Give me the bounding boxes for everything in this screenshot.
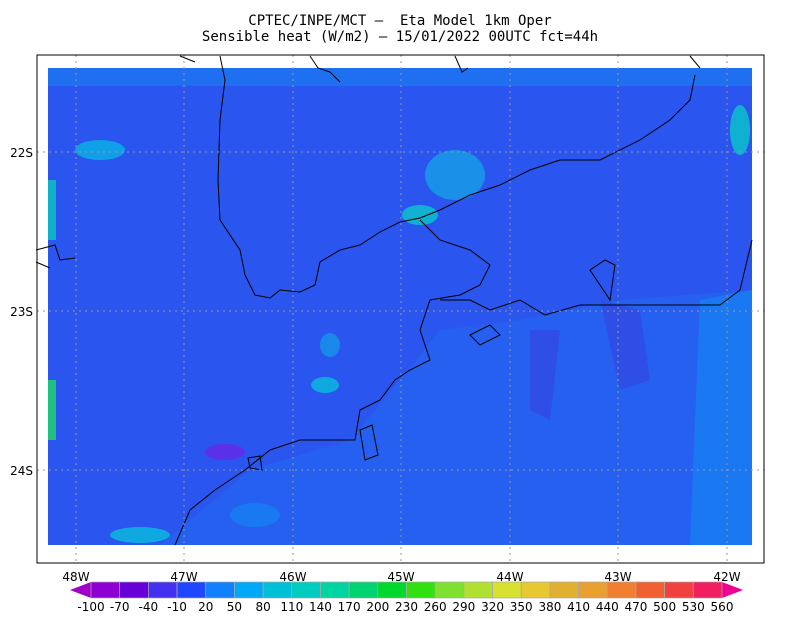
- colorbar-label: 530: [682, 600, 705, 614]
- colorbar-swatch: [492, 581, 522, 599]
- title-line-1: CPTEC/INPE/MCT – Eta Model 1km Oper: [248, 13, 552, 29]
- warm-patch: [402, 205, 438, 225]
- lon-label: 45W: [387, 570, 414, 584]
- sensible-heat-field: [48, 68, 752, 545]
- north-edge-patch: [48, 68, 752, 86]
- colorbar-label: 500: [653, 600, 676, 614]
- colorbar-swatch: [320, 581, 350, 599]
- colorbar-swatch: [664, 581, 694, 599]
- lat-label: 23S: [10, 305, 33, 319]
- ocean-region: [160, 290, 752, 545]
- map-frame: [36, 54, 765, 564]
- lon-label: 48W: [62, 570, 89, 584]
- colorbar-label: 200: [366, 600, 389, 614]
- colorbar-swatch: [348, 581, 379, 599]
- warm-patch: [320, 333, 340, 357]
- colorbar-label: 410: [567, 600, 590, 614]
- island: [469, 324, 501, 346]
- colorbar-swatch: [578, 581, 608, 599]
- border-west: [35, 244, 76, 269]
- colorbar-label: 110: [280, 600, 303, 614]
- colorbar-swatch: [234, 581, 264, 599]
- island: [359, 424, 379, 461]
- axis-labels: 22S 23S 24S 48W 47W 46W 45W 44W 43W 42W: [10, 146, 741, 584]
- lat-label: 24S: [10, 464, 33, 478]
- graticule: [37, 55, 764, 563]
- colorbar-swatch: [406, 581, 436, 599]
- colorbar-label: -100: [77, 600, 104, 614]
- warm-patch: [425, 150, 485, 200]
- warm-patch: [110, 527, 170, 543]
- coastline: [440, 239, 753, 316]
- lat-label: 22S: [10, 146, 33, 160]
- lon-label: 43W: [604, 570, 631, 584]
- edge-patch: [48, 180, 56, 240]
- lon-label: 46W: [279, 570, 306, 584]
- colorbar-label: 440: [596, 600, 619, 614]
- colorbar-swatch: [692, 581, 723, 599]
- colorbar: -100 -70 -40 -10 20 50 80 110 140 170 200 230 260 290…: [70, 581, 743, 614]
- colorbar-swatch: [606, 581, 637, 599]
- colorbar-over-triangle: [722, 582, 743, 598]
- colorbar-under-triangle: [70, 582, 91, 598]
- colorbar-label: 560: [711, 600, 734, 614]
- ocean-lighter-region: [690, 290, 752, 545]
- colorbar-swatch: [549, 581, 579, 599]
- title-line-2: Sensible heat (W/m2) – 15/01/2022 00UTC …: [201, 29, 599, 45]
- warm-patch: [730, 105, 750, 155]
- colorbar-swatch: [148, 581, 178, 599]
- colorbar-swatch: [463, 581, 493, 599]
- colorbar-swatch: [291, 581, 321, 599]
- colorbar-label: -10: [167, 600, 187, 614]
- colorbar-label: -70: [110, 600, 130, 614]
- colorbar-label: -40: [139, 600, 159, 614]
- colorbar-label: 140: [309, 600, 332, 614]
- ocean-streak: [530, 330, 560, 420]
- ocean-patch: [230, 503, 280, 527]
- colorbar-swatch: [262, 581, 293, 599]
- colorbar-swatch: [90, 581, 121, 599]
- colorbar-swatch: [434, 581, 465, 599]
- colorbar-label: 170: [338, 600, 361, 614]
- state-border: [217, 55, 696, 299]
- colorbar-swatch: [635, 581, 665, 599]
- lon-label: 42W: [713, 570, 740, 584]
- colorbar-label: 50: [227, 600, 242, 614]
- colorbar-swatch: [377, 581, 407, 599]
- island: [247, 455, 263, 471]
- cool-patch: [205, 444, 245, 460]
- warm-patch: [75, 140, 125, 160]
- coastline-and-borders: [35, 55, 753, 546]
- colorbar-label: 290: [452, 600, 475, 614]
- colorbar-label: 80: [255, 600, 270, 614]
- colorbar-label: 230: [395, 600, 418, 614]
- colorbar-label: 470: [625, 600, 648, 614]
- border-north: [179, 55, 701, 83]
- colorbar-swatch: [520, 581, 551, 599]
- coastline: [174, 219, 491, 546]
- lagoon: [589, 259, 616, 302]
- lon-label: 47W: [170, 570, 197, 584]
- colorbar-label: 350: [510, 600, 533, 614]
- colorbar-label: 260: [424, 600, 447, 614]
- colorbar-label: 380: [538, 600, 561, 614]
- colorbar-swatch: [176, 581, 207, 599]
- ocean-streak: [600, 300, 650, 390]
- lon-label: 44W: [496, 570, 523, 584]
- edge-patch: [48, 380, 56, 440]
- colorbar-swatch: [205, 581, 235, 599]
- colorbar-label: 20: [198, 600, 213, 614]
- colorbar-label: 320: [481, 600, 504, 614]
- warm-patch: [311, 377, 339, 393]
- colorbar-swatch: [119, 581, 149, 599]
